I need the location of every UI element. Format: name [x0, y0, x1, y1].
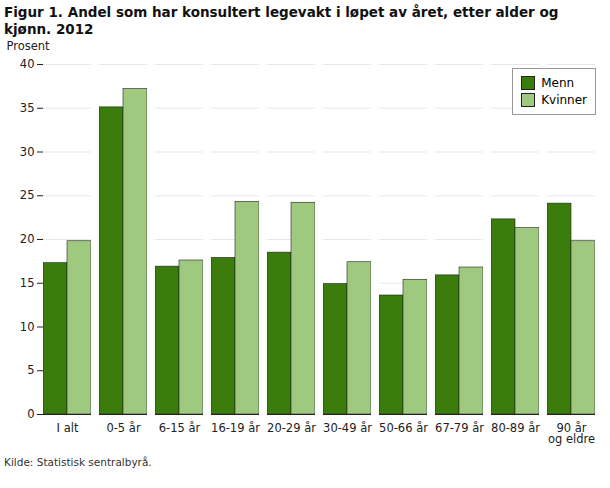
html-text:Kvinner: Kvinner: [541, 93, 587, 107]
svg-text:Prosent: Prosent: [7, 39, 51, 53]
svg-text:67-79 år: 67-79 år: [435, 421, 484, 435]
svg-text:25: 25: [20, 188, 35, 202]
svg-text:30-49 år: 30-49 år: [323, 421, 372, 435]
html-text:Kilde: Statistisk sentralbyrå.: Kilde: Statistisk sentralbyrå.: [4, 456, 152, 468]
svg-text:50-66 år: 50-66 år: [379, 421, 428, 435]
svg-text:10: 10: [20, 320, 35, 334]
html-text:Menn: Menn: [541, 76, 575, 90]
svg-text:0-5 år: 0-5 år: [106, 421, 140, 435]
svg-text:I alt: I alt: [57, 421, 79, 435]
svg-text:16-19 år: 16-19 år: [211, 421, 260, 435]
svg-text:35: 35: [20, 101, 35, 115]
svg-text:5: 5: [27, 363, 34, 377]
svg-text:20: 20: [20, 232, 35, 246]
svg-text:20-29 år: 20-29 år: [267, 421, 316, 435]
html-text:Figur 1. Andel som har konsult: Figur 1. Andel som har konsultert legeva…: [4, 4, 559, 37]
svg-text:0: 0: [27, 407, 34, 421]
svg-text:40: 40: [20, 57, 35, 71]
svg-text:15: 15: [20, 276, 35, 290]
svg-text:90 årog eldre: 90 årog eldre: [548, 421, 595, 447]
svg-text:30: 30: [20, 145, 35, 159]
svg-text:80-89 år: 80-89 år: [491, 421, 540, 435]
svg-text:6-15 år: 6-15 år: [159, 421, 201, 435]
